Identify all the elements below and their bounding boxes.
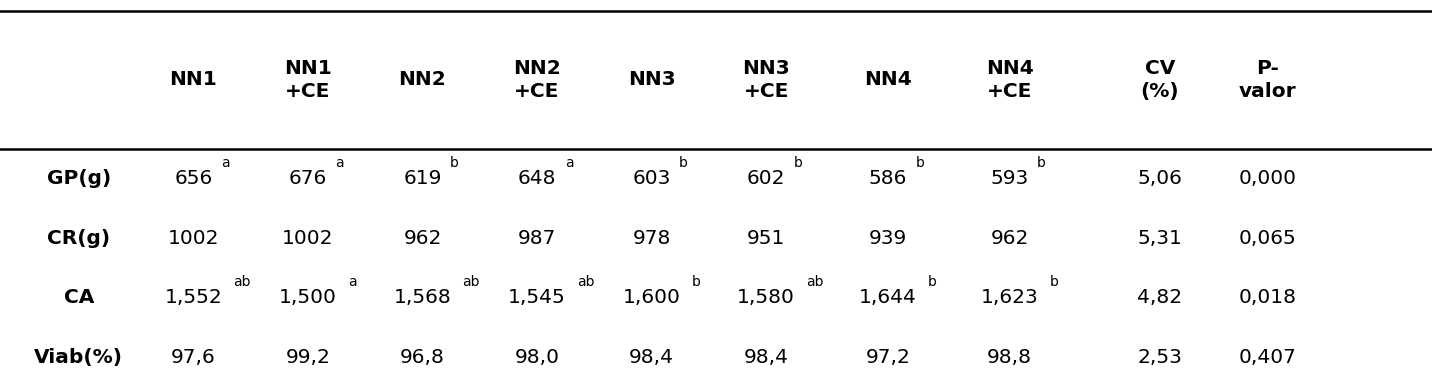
Text: ab: ab (577, 275, 594, 289)
Text: 97,6: 97,6 (170, 347, 216, 367)
Text: 0,407: 0,407 (1239, 347, 1296, 367)
Text: NN1
+CE: NN1 +CE (284, 59, 332, 101)
Text: 648: 648 (518, 169, 556, 188)
Text: b: b (928, 275, 937, 289)
Text: 1,600: 1,600 (623, 288, 680, 307)
Text: 656: 656 (175, 169, 212, 188)
Text: 98,4: 98,4 (743, 347, 789, 367)
Text: NN3
+CE: NN3 +CE (742, 59, 790, 101)
Text: 1,580: 1,580 (737, 288, 795, 307)
Text: 0,000: 0,000 (1239, 169, 1296, 188)
Text: 987: 987 (518, 228, 556, 248)
Text: CR(g): CR(g) (47, 228, 110, 248)
Text: 951: 951 (748, 228, 785, 248)
Text: 1002: 1002 (282, 228, 334, 248)
Text: CA: CA (63, 288, 95, 307)
Text: NN2: NN2 (398, 70, 447, 90)
Text: NN4: NN4 (863, 70, 912, 90)
Text: 97,2: 97,2 (865, 347, 911, 367)
Text: 1,644: 1,644 (859, 288, 916, 307)
Text: CV
(%): CV (%) (1141, 59, 1179, 101)
Text: 602: 602 (748, 169, 785, 188)
Text: 978: 978 (633, 228, 670, 248)
Text: ab: ab (233, 275, 251, 289)
Text: a: a (221, 156, 229, 170)
Text: NN4
+CE: NN4 +CE (985, 59, 1034, 101)
Text: 96,8: 96,8 (400, 347, 445, 367)
Text: 962: 962 (404, 228, 441, 248)
Text: b: b (679, 156, 687, 170)
Text: 4,82: 4,82 (1137, 288, 1183, 307)
Text: P-
valor: P- valor (1239, 59, 1296, 101)
Text: b: b (1037, 156, 1045, 170)
Text: 0,065: 0,065 (1239, 228, 1296, 248)
Text: Viab(%): Viab(%) (34, 347, 123, 367)
Text: 98,4: 98,4 (629, 347, 674, 367)
Text: b: b (1050, 275, 1058, 289)
Text: 1,500: 1,500 (279, 288, 337, 307)
Text: b: b (793, 156, 803, 170)
Text: 619: 619 (404, 169, 441, 188)
Text: 0,018: 0,018 (1239, 288, 1296, 307)
Text: 1002: 1002 (168, 228, 219, 248)
Text: 962: 962 (991, 228, 1028, 248)
Text: 676: 676 (289, 169, 326, 188)
Text: 603: 603 (633, 169, 670, 188)
Text: a: a (348, 275, 357, 289)
Text: 2,53: 2,53 (1137, 347, 1183, 367)
Text: a: a (564, 156, 573, 170)
Text: 98,8: 98,8 (987, 347, 1032, 367)
Text: 99,2: 99,2 (285, 347, 331, 367)
Text: 593: 593 (991, 169, 1028, 188)
Text: 1,545: 1,545 (508, 288, 566, 307)
Text: b: b (915, 156, 924, 170)
Text: NN1: NN1 (169, 70, 218, 90)
Text: 5,31: 5,31 (1137, 228, 1183, 248)
Text: 939: 939 (869, 228, 906, 248)
Text: NN2
+CE: NN2 +CE (513, 59, 561, 101)
Text: ab: ab (463, 275, 480, 289)
Text: GP(g): GP(g) (47, 169, 110, 188)
Text: 98,0: 98,0 (514, 347, 560, 367)
Text: b: b (450, 156, 458, 170)
Text: NN3: NN3 (627, 70, 676, 90)
Text: 586: 586 (869, 169, 906, 188)
Text: 1,568: 1,568 (394, 288, 451, 307)
Text: 1,623: 1,623 (981, 288, 1038, 307)
Text: 1,552: 1,552 (165, 288, 222, 307)
Text: b: b (692, 275, 700, 289)
Text: a: a (335, 156, 344, 170)
Text: ab: ab (806, 275, 823, 289)
Text: 5,06: 5,06 (1137, 169, 1183, 188)
